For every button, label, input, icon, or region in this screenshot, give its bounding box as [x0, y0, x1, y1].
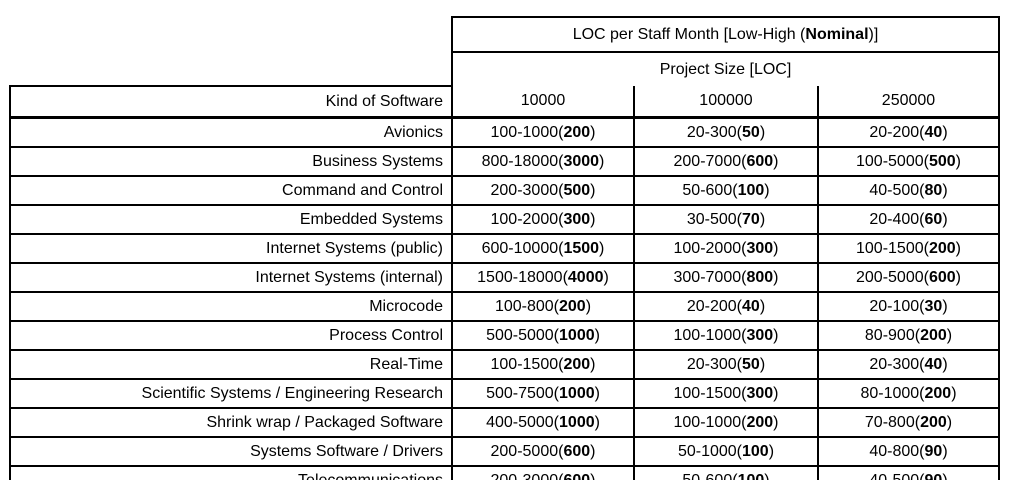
loc-range-cell: 100-1500(300) [634, 379, 819, 409]
loc-range-cell: 80-900(200) [818, 321, 1000, 351]
kind-of-software-cell: Process Control [9, 321, 453, 351]
project-size-row: Project Size [LOC] [10, 52, 1000, 86]
loc-range-cell: 100-1000(300) [634, 321, 819, 351]
loc-range-cell: 800-18000(3000) [452, 147, 635, 177]
loc-range-cell: 20-200(40) [818, 117, 1000, 148]
loc-range-cell: 1500-18000(4000) [452, 263, 635, 293]
size-column-header-100000: 100000 [633, 86, 819, 119]
table-row: Scientific Systems / Engineering Researc… [9, 379, 1000, 409]
loc-range-cell: 50-1000(100) [634, 437, 819, 467]
kind-of-software-cell: Real-Time [9, 350, 453, 380]
loc-range-cell: 100-2000(300) [452, 205, 635, 235]
table-row: Systems Software / Drivers 200-5000(600) 5… [9, 437, 1000, 467]
size-column-header-250000: 250000 [818, 86, 1000, 119]
table-title: LOC per Staff Month [Low-High (Nominal)] [451, 16, 1000, 53]
loc-range-cell: 100-1000(200) [452, 117, 635, 148]
loc-range-cell: 40-500(80) [818, 176, 1000, 206]
kind-of-software-cell: Telecommunications [9, 466, 453, 480]
loc-range-cell: 100-800(200) [452, 292, 635, 322]
kind-of-software-cell: Shrink wrap / Packaged Software [9, 408, 453, 438]
table-row: Avionics 100-1000(200) 20-300(50) 20-200(40… [9, 117, 1000, 148]
table-row: Telecommunications 200-3000(600) 50-600(10… [9, 466, 1000, 480]
loc-range-cell: 20-100(30) [818, 292, 1000, 322]
project-size-label: Project Size [LOC] [451, 52, 1000, 86]
loc-range-cell: 100-1000(200) [634, 408, 819, 438]
loc-range-cell: 500-5000(1000) [452, 321, 635, 351]
loc-range-cell: 20-300(50) [634, 117, 819, 148]
loc-range-cell: 300-7000(800) [634, 263, 819, 293]
table-row: Microcode 100-800(200) 20-200(40) 20-100(30… [9, 292, 1000, 322]
loc-range-cell: 50-600(100) [634, 466, 819, 480]
kind-of-software-cell: Business Systems [9, 147, 453, 177]
loc-range-cell: 80-1000(200) [818, 379, 1000, 409]
table-row: Business Systems 800-18000(3000) 200-7000(… [9, 147, 1000, 177]
loc-range-cell: 20-200(40) [634, 292, 819, 322]
loc-range-cell: 70-800(200) [818, 408, 1000, 438]
table-body: Avionics 100-1000(200) 20-300(50) 20-200(40… [9, 117, 1000, 480]
loc-range-cell: 40-800(90) [818, 437, 1000, 467]
table-row: Shrink wrap / Packaged Software 400-5000(… [9, 408, 1000, 438]
table-title-prefix: LOC per Staff Month [Low-High ( [572, 25, 806, 43]
loc-range-cell: 100-1500(200) [818, 234, 1000, 264]
loc-range-cell: 200-3000(500) [452, 176, 635, 206]
size-column-header-10000: 10000 [452, 86, 634, 119]
loc-range-cell: 20-400(60) [818, 205, 1000, 235]
kind-of-software-cell: Embedded Systems [9, 205, 453, 235]
loc-range-cell: 200-7000(600) [634, 147, 819, 177]
table-row: Internet Systems (public) 600-10000(1500)… [9, 234, 1000, 264]
loc-range-cell: 50-600(100) [634, 176, 819, 206]
loc-range-cell: 30-500(70) [634, 205, 819, 235]
kind-of-software-header: Kind of Software [9, 85, 453, 119]
loc-range-cell: 600-10000(1500) [452, 234, 635, 264]
table-row: Real-Time 100-1500(200) 20-300(50) 20-300(4… [9, 350, 1000, 380]
loc-range-cell: 100-5000(500) [818, 147, 1000, 177]
loc-range-cell: 400-5000(1000) [452, 408, 635, 438]
empty-corner [10, 17, 452, 52]
kind-of-software-cell: Systems Software / Drivers [9, 437, 453, 467]
kind-of-software-cell: Internet Systems (public) [9, 234, 453, 264]
loc-range-cell: 100-2000(300) [634, 234, 819, 264]
kind-of-software-cell: Microcode [9, 292, 453, 322]
table-row: Embedded Systems 100-2000(300) 30-500(70) 2… [9, 205, 1000, 235]
table-title-nominal: Nominal [805, 25, 869, 43]
loc-range-cell: 500-7500(1000) [452, 379, 635, 409]
table-title-row: LOC per Staff Month [Low-High (Nominal)] [10, 16, 1000, 53]
loc-range-cell: 20-300(50) [634, 350, 819, 380]
loc-range-cell: 40-500(90) [818, 466, 1000, 480]
loc-range-cell: 100-1500(200) [452, 350, 635, 380]
loc-range-cell: 200-5000(600) [818, 263, 1000, 293]
table-title-suffix: )] [868, 25, 879, 43]
table-row: Command and Control 200-3000(500) 50-600(1… [9, 176, 1000, 206]
column-header-row: Kind of Software 10000 100000 250000 [9, 85, 1000, 119]
table-row: Process Control 500-5000(1000) 100-1000(30… [9, 321, 1000, 351]
empty-corner [10, 52, 452, 86]
loc-range-cell: 200-3000(600) [452, 466, 635, 480]
table-row: Internet Systems (internal) 1500-18000(40… [9, 263, 1000, 293]
kind-of-software-cell: Command and Control [9, 176, 453, 206]
kind-of-software-cell: Internet Systems (internal) [9, 263, 453, 293]
loc-range-cell: 200-5000(600) [452, 437, 635, 467]
kind-of-software-cell: Scientific Systems / Engineering Researc… [9, 379, 453, 409]
loc-range-cell: 20-300(40) [818, 350, 1000, 380]
kind-of-software-cell: Avionics [9, 117, 453, 148]
loc-productivity-table: LOC per Staff Month [Low-High (Nominal)]… [9, 16, 1000, 480]
